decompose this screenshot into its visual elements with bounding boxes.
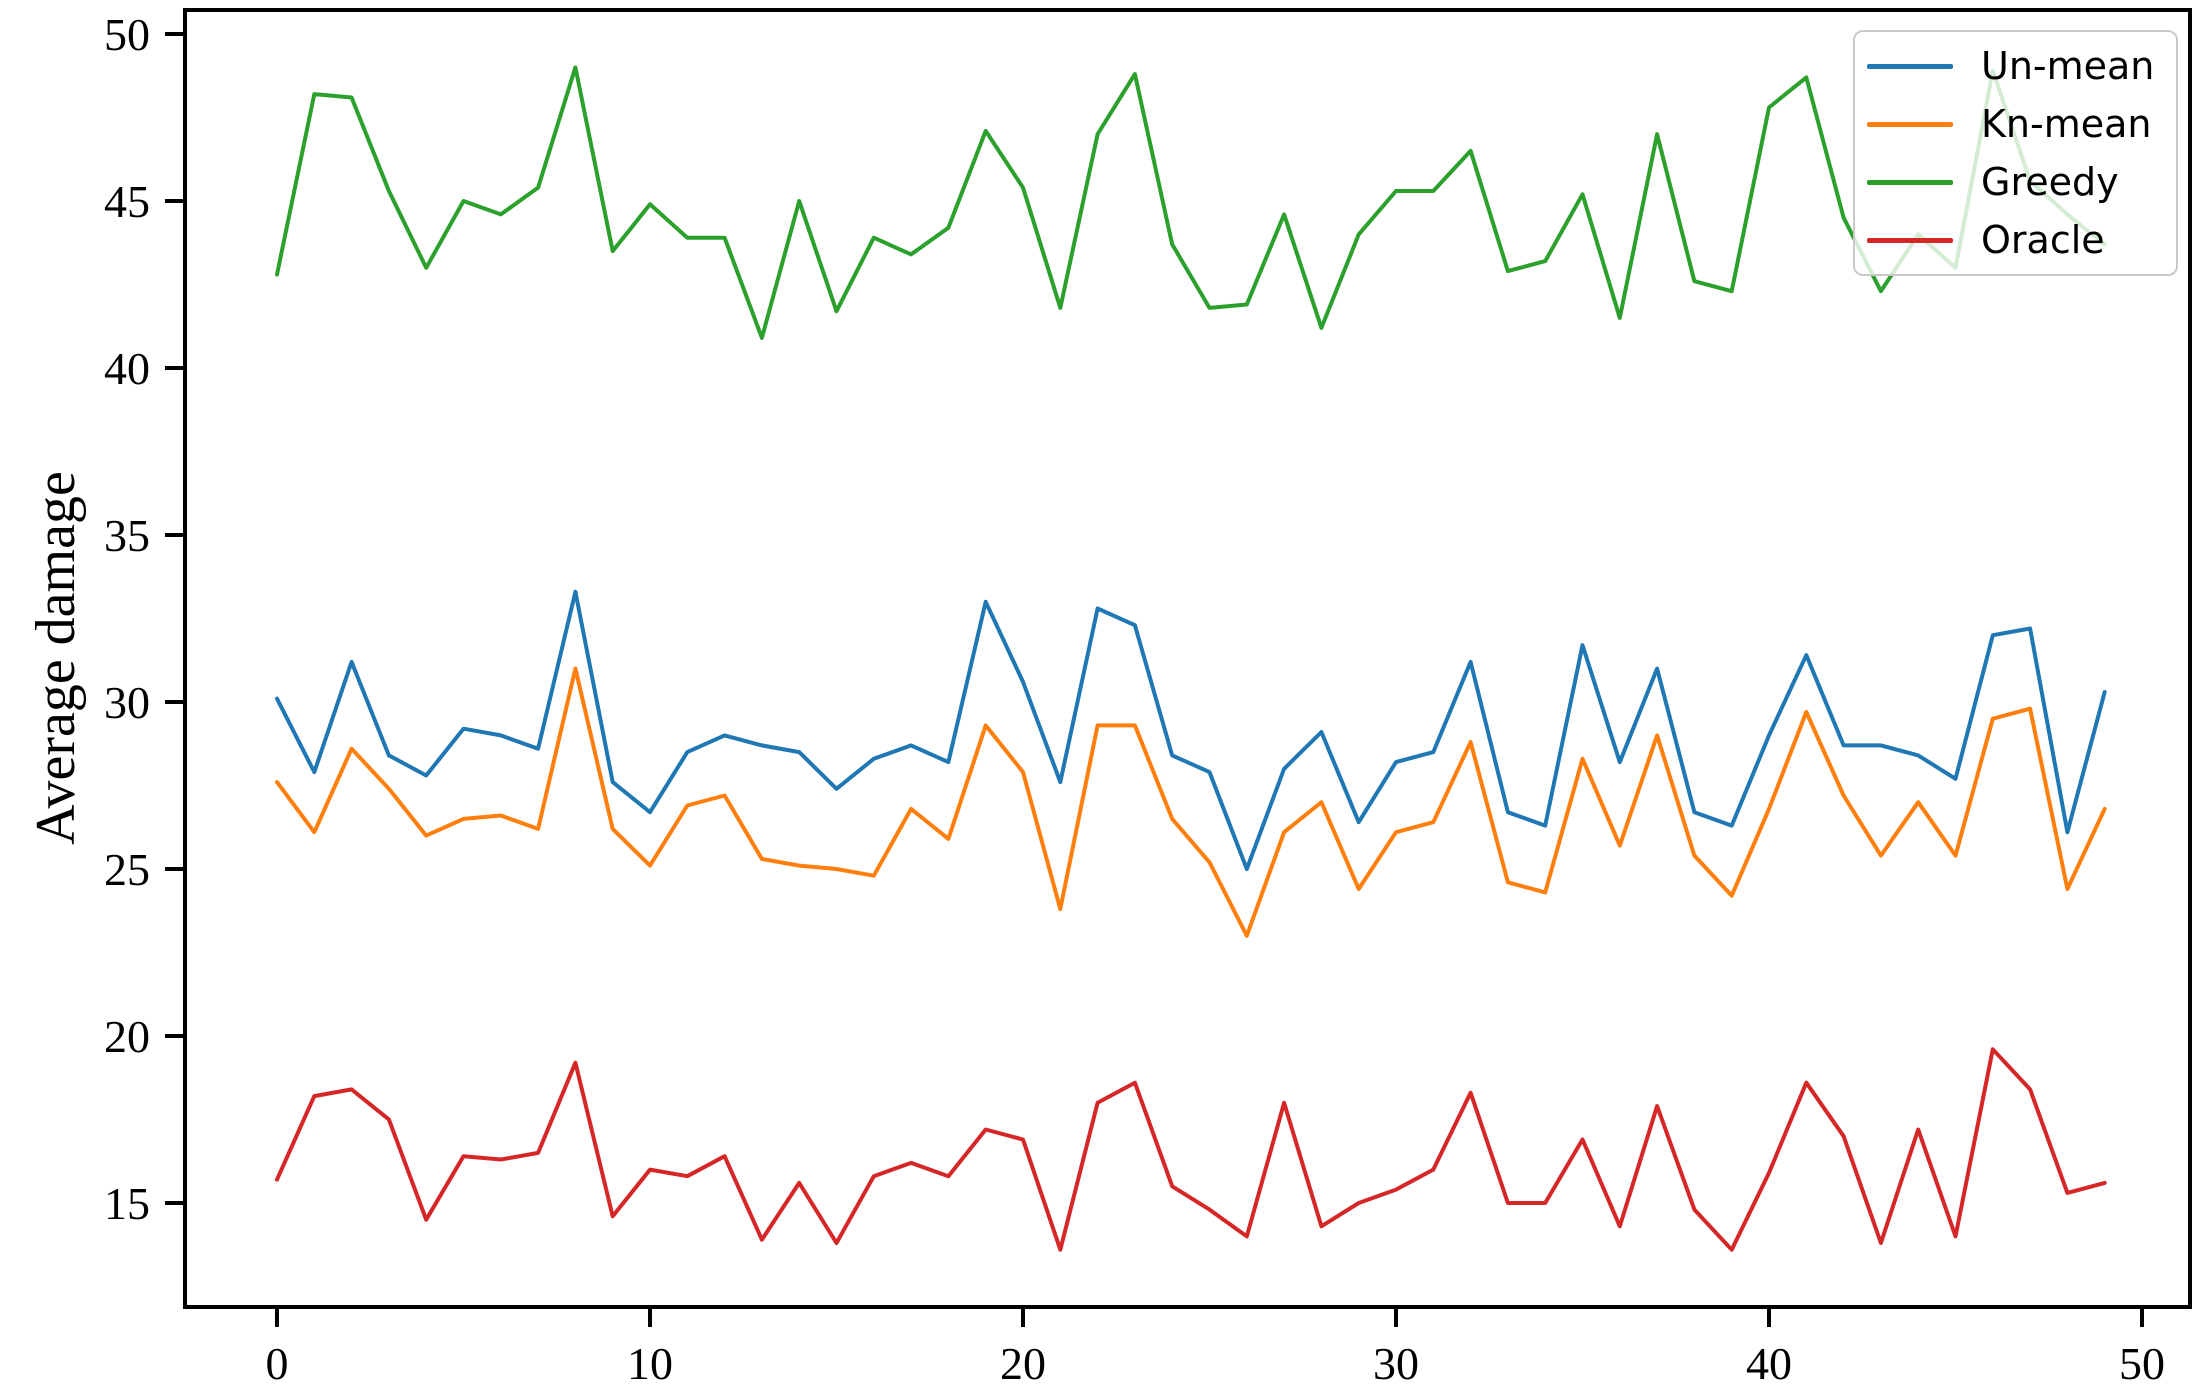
legend-line-sample-greedy <box>1867 179 1953 185</box>
legend-line-sample-oracle <box>1867 237 1953 243</box>
legend-entry-oracle: Oracle <box>1855 211 2176 269</box>
y-tick-label: 35 <box>104 510 150 561</box>
y-tick-label: 20 <box>104 1011 150 1062</box>
series-line-oracle <box>275 1047 2107 1252</box>
y-axis-label: Average damage <box>25 471 87 845</box>
series-layer <box>275 65 2107 1252</box>
legend-line-sample-un-mean <box>1867 63 1953 69</box>
legend-label-un-mean: Un-mean <box>1981 44 2155 88</box>
series-line-kn-mean <box>275 666 2107 938</box>
y-tick-label: 50 <box>104 9 150 60</box>
x-tick-label: 50 <box>2119 1338 2165 1389</box>
series-line-un-mean <box>275 589 2107 871</box>
legend: Un-mean Kn-mean Greedy Oracle <box>1853 30 2178 276</box>
legend-entry-kn-mean: Kn-mean <box>1855 95 2176 153</box>
legend-entry-un-mean: Un-mean <box>1855 37 2176 95</box>
legend-label-oracle: Oracle <box>1981 218 2105 262</box>
legend-label-greedy: Greedy <box>1981 160 2119 204</box>
series-line-greedy <box>275 65 2107 340</box>
y-tick-label: 40 <box>104 343 150 394</box>
legend-entry-greedy: Greedy <box>1855 153 2176 211</box>
plot-border <box>183 8 2192 1309</box>
legend-line-sample-kn-mean <box>1867 121 1953 127</box>
y-tick-label: 30 <box>104 677 150 728</box>
x-tick-label: 20 <box>1000 1338 1046 1389</box>
x-tick-label: 10 <box>627 1338 673 1389</box>
y-tick-label: 15 <box>104 1178 150 1229</box>
y-tick-label: 45 <box>104 176 150 227</box>
legend-label-kn-mean: Kn-mean <box>1981 102 2152 146</box>
y-tick-label: 25 <box>104 844 150 895</box>
x-tick-label: 30 <box>1373 1338 1419 1389</box>
x-tick-label: 0 <box>265 1338 288 1389</box>
axes-layer: 0 10 20 30 40 50 15 20 25 30 35 40 45 50 <box>104 8 2192 1389</box>
x-tick-label: 40 <box>1746 1338 1792 1389</box>
